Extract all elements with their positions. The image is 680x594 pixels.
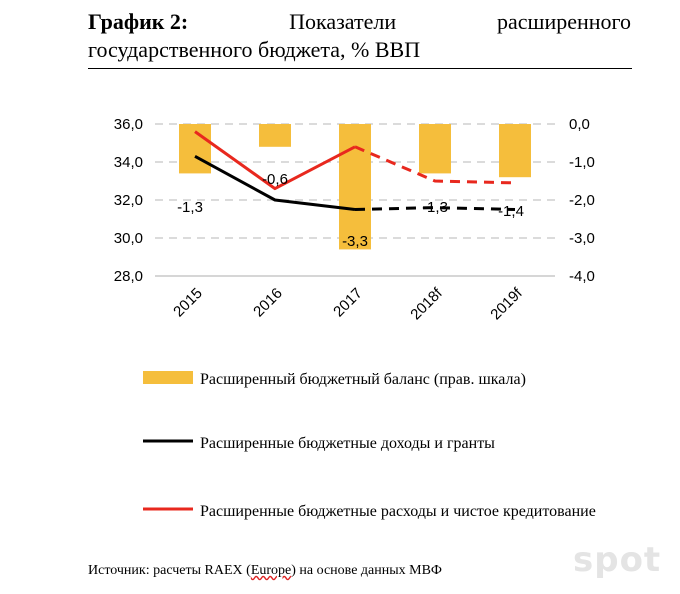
chart-title: График 2: Показатели расширенного госуда… xyxy=(88,8,631,64)
bar-value-label: -1,4 xyxy=(498,203,524,220)
legend-item-expenditure: Расширенные бюджетные расходы и чистое к… xyxy=(200,503,596,520)
revenue-line-solid xyxy=(194,154,356,211)
bar-value-label: -1,3 xyxy=(422,199,448,216)
right-tick-label: -3,0 xyxy=(569,230,595,247)
source-underlined: Europe xyxy=(250,563,292,578)
watermark-logo: spot xyxy=(573,540,662,580)
balance-bar xyxy=(499,124,531,178)
title-word-2: расширенного xyxy=(496,9,631,34)
legend-item-balance: Расширенный бюджетный баланс (прав. шкал… xyxy=(200,371,526,388)
bar-value-label: -3,3 xyxy=(342,233,368,250)
right-tick-label: 0,0 xyxy=(569,116,590,133)
left-tick-label: 34,0 xyxy=(114,154,143,171)
category-label: 2017 xyxy=(330,285,366,321)
bar-value-label: -0,6 xyxy=(262,171,288,188)
budget-chart: -1,3 -0,6 -3,3 -1,3 -1,4 28,0 30,0 32,0 34,0 36,… xyxy=(114,116,595,511)
data-labels: -1,3 -0,6 -3,3 -1,3 -1,4 xyxy=(177,171,524,250)
title-underline xyxy=(88,68,632,69)
balance-bar xyxy=(419,124,451,174)
expenditure-line-forecast xyxy=(354,145,516,185)
revenue-line-forecast xyxy=(354,206,516,211)
left-tick-label: 32,0 xyxy=(114,192,143,209)
category-label: 2018f xyxy=(407,284,446,323)
left-tick-label: 28,0 xyxy=(114,268,143,285)
right-tick-label: -4,0 xyxy=(569,268,595,285)
title-prefix: График 2: xyxy=(88,9,189,34)
balance-bar xyxy=(179,124,211,174)
source-prefix: Источник: расчеты RAEX ( xyxy=(88,563,251,578)
bar-value-label: -1,3 xyxy=(177,199,203,216)
balance-bars xyxy=(179,124,531,250)
expenditure-line-solid xyxy=(194,130,356,191)
category-label: 2016 xyxy=(250,285,286,321)
title-line-2: государственного бюджета, % ВВП xyxy=(88,37,421,62)
right-tick-label: -1,0 xyxy=(569,154,595,171)
balance-bar xyxy=(339,124,371,250)
right-tick-label: -2,0 xyxy=(569,192,595,209)
legend-swatches xyxy=(143,371,193,511)
source-suffix: ) на основе данных МВФ xyxy=(291,563,442,578)
category-label: 2019f xyxy=(487,284,526,323)
category-label: 2015 xyxy=(170,285,206,321)
legend-item-revenue: Расширенные бюджетные доходы и гранты xyxy=(200,435,495,452)
series-lines xyxy=(194,130,516,211)
title-word-1: Показатели xyxy=(289,9,397,34)
source-note: Источник: расчеты RAEX (Europe) на основ… xyxy=(88,563,442,579)
legend-swatch-balance xyxy=(143,371,193,384)
balance-bar xyxy=(259,124,291,147)
left-tick-label: 30,0 xyxy=(114,230,143,247)
left-tick-label: 36,0 xyxy=(114,116,143,133)
